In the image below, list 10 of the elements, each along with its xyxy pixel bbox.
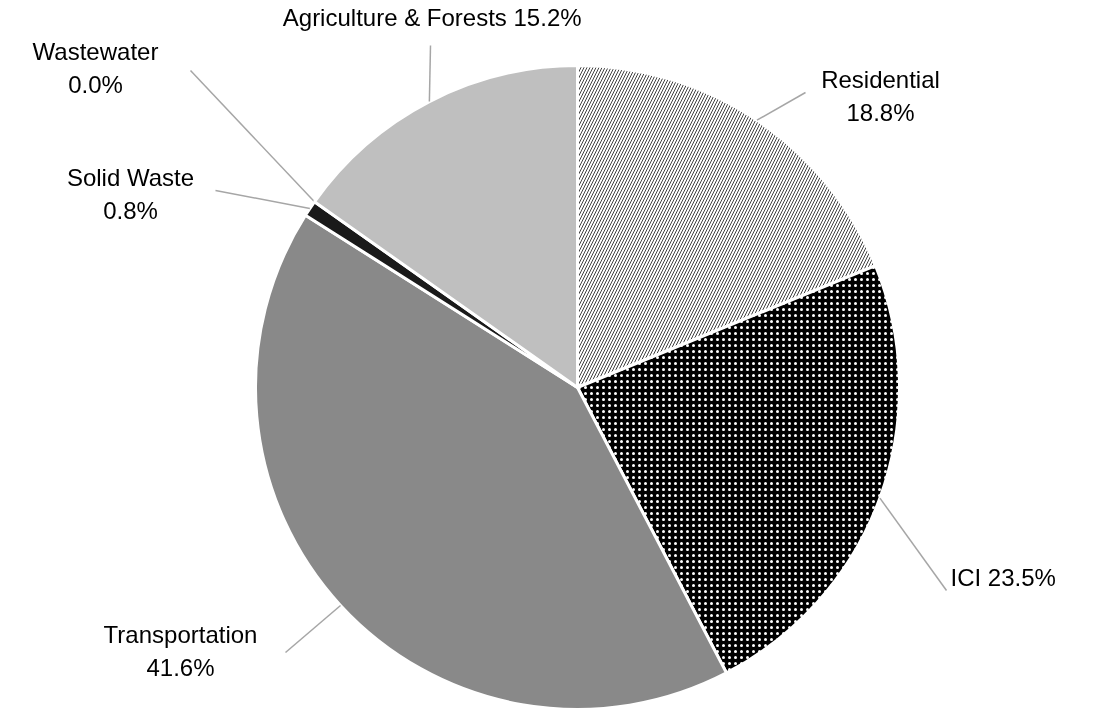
- slice-label: Solid Waste: [66, 163, 195, 191]
- data-label: 18.8%: [846, 99, 915, 127]
- slice-label: Transportation: [103, 620, 258, 648]
- slice-label: ICI 23.5%: [950, 563, 1056, 591]
- category-label: Wastewater: [32, 37, 159, 65]
- data-label: 0.8%: [103, 197, 158, 225]
- data-label: 41.6%: [146, 654, 215, 682]
- slice-label: Residential: [821, 65, 940, 93]
- slice-label: Agriculture & Forests 15.2%: [282, 3, 582, 31]
- text: 0.0%: [68, 71, 123, 99]
